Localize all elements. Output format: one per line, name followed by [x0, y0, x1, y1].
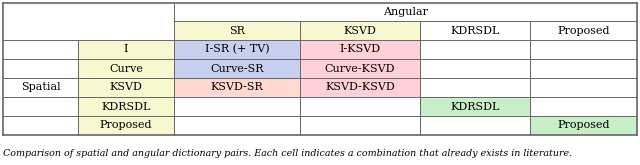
Text: Curve-KSVD: Curve-KSVD [324, 64, 396, 73]
Text: I-KSVD: I-KSVD [339, 45, 381, 54]
Bar [78, 78, 174, 97]
Bar [300, 78, 420, 97]
Text: KSVD-SR: KSVD-SR [211, 82, 264, 93]
Text: Proposed: Proposed [557, 26, 610, 35]
Text: Proposed: Proposed [100, 120, 152, 131]
Bar [530, 59, 637, 78]
Text: KSVD-KSVD: KSVD-KSVD [325, 82, 395, 93]
Bar [78, 59, 174, 78]
Text: KDRSDL: KDRSDL [451, 101, 500, 112]
Text: Spatial: Spatial [20, 82, 60, 93]
Text: KSVD: KSVD [344, 26, 376, 35]
Bar [420, 116, 530, 135]
Text: Proposed: Proposed [557, 120, 610, 131]
Bar [174, 3, 637, 21]
Bar [420, 78, 530, 97]
Bar [300, 40, 420, 59]
Bar [174, 21, 300, 40]
Text: KDRSDL: KDRSDL [451, 26, 500, 35]
Bar [174, 116, 300, 135]
Text: KSVD: KSVD [109, 82, 143, 93]
Bar [78, 116, 174, 135]
Bar [530, 21, 637, 40]
Bar [300, 116, 420, 135]
Bar [530, 97, 637, 116]
Text: I-SR (+ TV): I-SR (+ TV) [205, 44, 269, 55]
Bar [174, 78, 300, 97]
Bar [78, 40, 174, 59]
Text: SR: SR [229, 26, 245, 35]
Bar [420, 59, 530, 78]
Bar [420, 40, 530, 59]
Bar [420, 21, 530, 40]
Bar [420, 97, 530, 116]
Bar [530, 40, 637, 59]
Bar [530, 78, 637, 97]
Bar [300, 21, 420, 40]
Bar [530, 116, 637, 135]
Text: Angular: Angular [383, 7, 428, 17]
Text: Comparison of spatial and angular dictionary pairs. Each cell indicates a combin: Comparison of spatial and angular dictio… [3, 149, 572, 158]
Bar [3, 40, 78, 135]
Bar [174, 40, 300, 59]
Bar [78, 97, 174, 116]
Text: Curve: Curve [109, 64, 143, 73]
Text: I: I [124, 45, 128, 54]
Bar [174, 97, 300, 116]
Text: KDRSDL: KDRSDL [101, 101, 150, 112]
Bar [174, 59, 300, 78]
Bar [300, 59, 420, 78]
Bar [300, 97, 420, 116]
Text: Curve-SR: Curve-SR [211, 64, 264, 73]
